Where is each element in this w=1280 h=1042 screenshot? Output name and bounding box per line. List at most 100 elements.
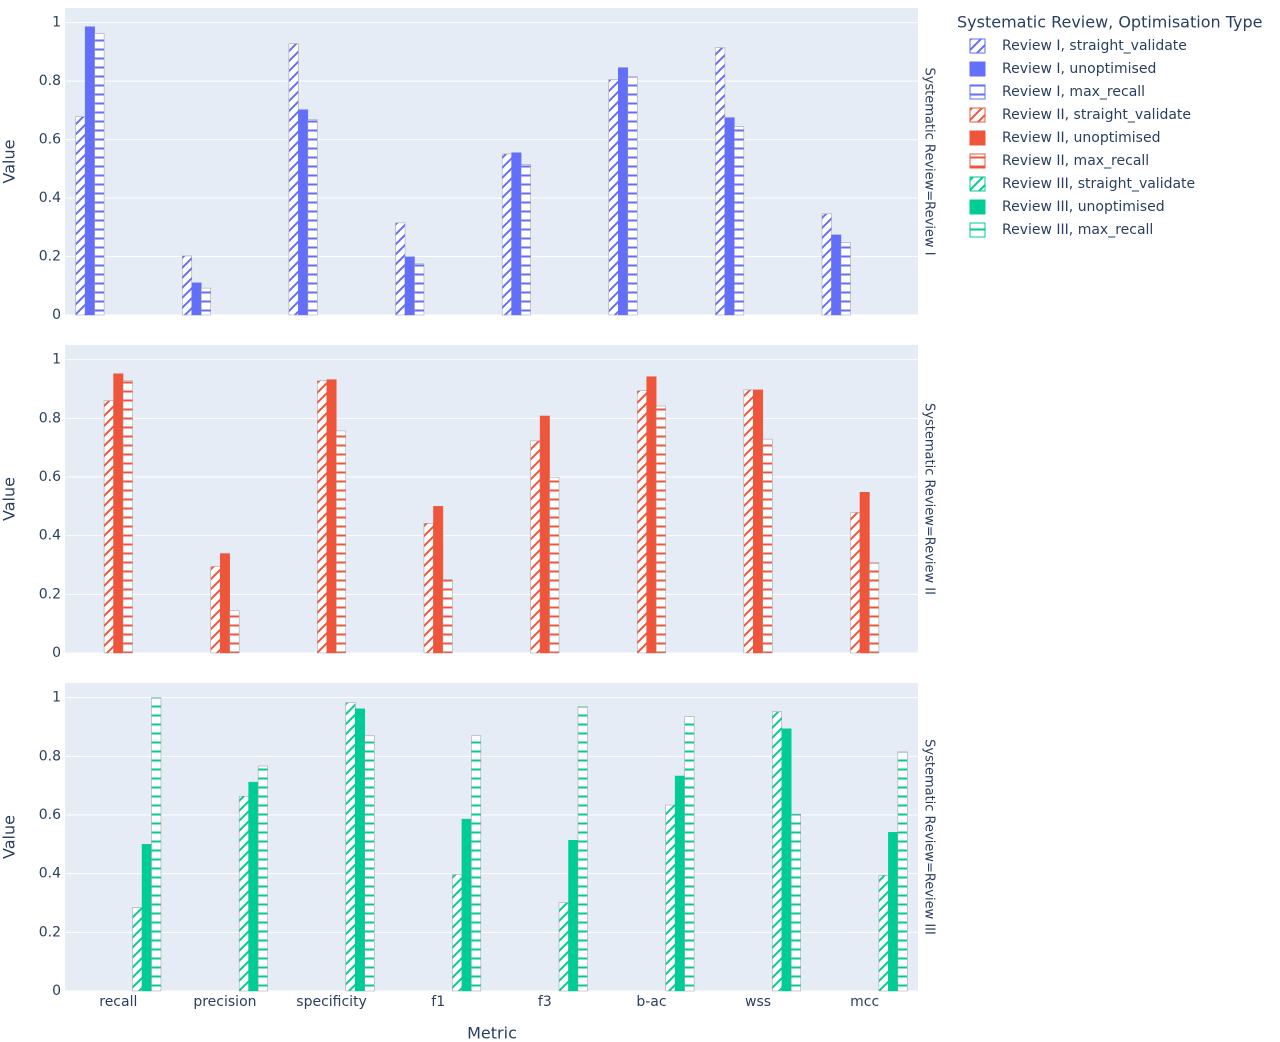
bar: [122, 380, 133, 654]
bar: [84, 26, 95, 316]
legend-swatch: [969, 84, 986, 100]
facet-label: Systematic Review=Review I: [922, 67, 937, 255]
bar: [395, 222, 406, 316]
bar: [608, 79, 619, 316]
bar: [665, 804, 676, 992]
legend-label: Review II, straight_validate: [1002, 107, 1191, 123]
bar: [288, 43, 299, 316]
bar: [859, 492, 870, 654]
bar: [627, 76, 638, 316]
y-tick-label: 0.2: [39, 249, 61, 265]
x-tick-label: specificity: [296, 994, 367, 1010]
bar: [790, 813, 801, 992]
legend-label: Review I, straight_validate: [1002, 38, 1187, 54]
y-tick-label: 0.8: [39, 73, 61, 89]
bar: [414, 263, 425, 316]
y-tick-label: 0: [52, 307, 61, 323]
bar: [636, 390, 647, 654]
x-tick-label: recall: [99, 994, 137, 1010]
bar: [210, 566, 221, 654]
bar: [151, 697, 162, 992]
legend-label: Review I, max_recall: [1002, 84, 1145, 100]
y-axis-title: Value: [0, 140, 19, 184]
bar: [404, 256, 415, 316]
bar: [364, 735, 375, 992]
facet-label: Systematic Review=Review II: [922, 403, 937, 595]
bar: [520, 164, 531, 316]
bar: [655, 405, 666, 654]
bar: [336, 430, 347, 654]
x-tick-label: b-ac: [636, 994, 666, 1010]
bar: [317, 380, 328, 654]
bar: [821, 213, 832, 316]
bar: [452, 874, 463, 992]
plot-background: [65, 345, 918, 653]
y-tick-label: 0.6: [39, 132, 61, 148]
bar: [684, 716, 695, 992]
y-axis-title: Value: [0, 815, 19, 859]
x-tick-label: f1: [431, 994, 445, 1010]
bar: [200, 287, 211, 316]
bar: [355, 708, 365, 992]
bar: [511, 152, 522, 316]
bar: [307, 119, 318, 316]
y-tick-label: 0.4: [39, 866, 61, 882]
bar: [501, 153, 512, 316]
bar: [831, 234, 842, 316]
x-tick-label: wss: [745, 994, 771, 1010]
y-tick-label: 0.6: [39, 469, 61, 485]
legend-label: Review I, unoptimised: [1002, 61, 1156, 77]
bar: [257, 765, 268, 992]
y-tick-label: 0.2: [39, 586, 61, 602]
legend-label: Review III, straight_validate: [1002, 176, 1195, 192]
y-tick-label: 0.4: [39, 190, 61, 206]
bar: [298, 109, 309, 316]
y-tick-label: 0.4: [39, 528, 61, 544]
x-axis-title: Metric: [467, 1024, 517, 1042]
bar: [888, 832, 899, 992]
bar: [618, 67, 628, 316]
bar: [132, 907, 143, 992]
bar: [715, 47, 726, 316]
legend-label: Review III, max_recall: [1002, 222, 1153, 238]
bar: [442, 579, 453, 654]
legend-label: Review II, max_recall: [1002, 153, 1149, 169]
bar: [530, 440, 541, 654]
bar: [558, 902, 569, 992]
x-tick-label: mcc: [850, 994, 879, 1010]
legend-swatch: [969, 130, 986, 146]
bar: [182, 255, 193, 316]
legend-swatch: [969, 222, 986, 238]
y-tick-label: 1: [52, 690, 61, 706]
legend-swatch: [969, 38, 986, 54]
bar: [326, 379, 337, 654]
legend-swatch: [969, 153, 986, 169]
bar: [840, 242, 851, 316]
legend-swatch: [969, 61, 986, 77]
y-tick-label: 0.6: [39, 807, 61, 823]
bar: [75, 116, 86, 316]
bar: [878, 875, 889, 992]
plot-background: [65, 8, 918, 315]
bar: [539, 415, 550, 654]
bar: [674, 775, 685, 992]
bar: [772, 711, 783, 992]
x-tick-label: f3: [538, 994, 552, 1010]
legend-swatch: [969, 176, 986, 192]
y-tick-label: 0.8: [39, 748, 61, 764]
bar: [219, 553, 230, 654]
bar: [762, 438, 773, 654]
bar: [113, 373, 124, 654]
bar: [433, 506, 444, 654]
x-tick-label: precision: [193, 994, 256, 1010]
legend-label: Review III, unoptimised: [1002, 199, 1165, 215]
bar: [897, 751, 908, 992]
legend-label: Review II, unoptimised: [1002, 130, 1160, 146]
y-axis-title: Value: [0, 477, 19, 521]
bar: [191, 282, 202, 316]
bar: [781, 728, 792, 992]
legend-swatch: [969, 199, 986, 215]
y-tick-label: 1: [52, 15, 61, 31]
bar: [238, 795, 249, 992]
bar: [724, 117, 735, 316]
